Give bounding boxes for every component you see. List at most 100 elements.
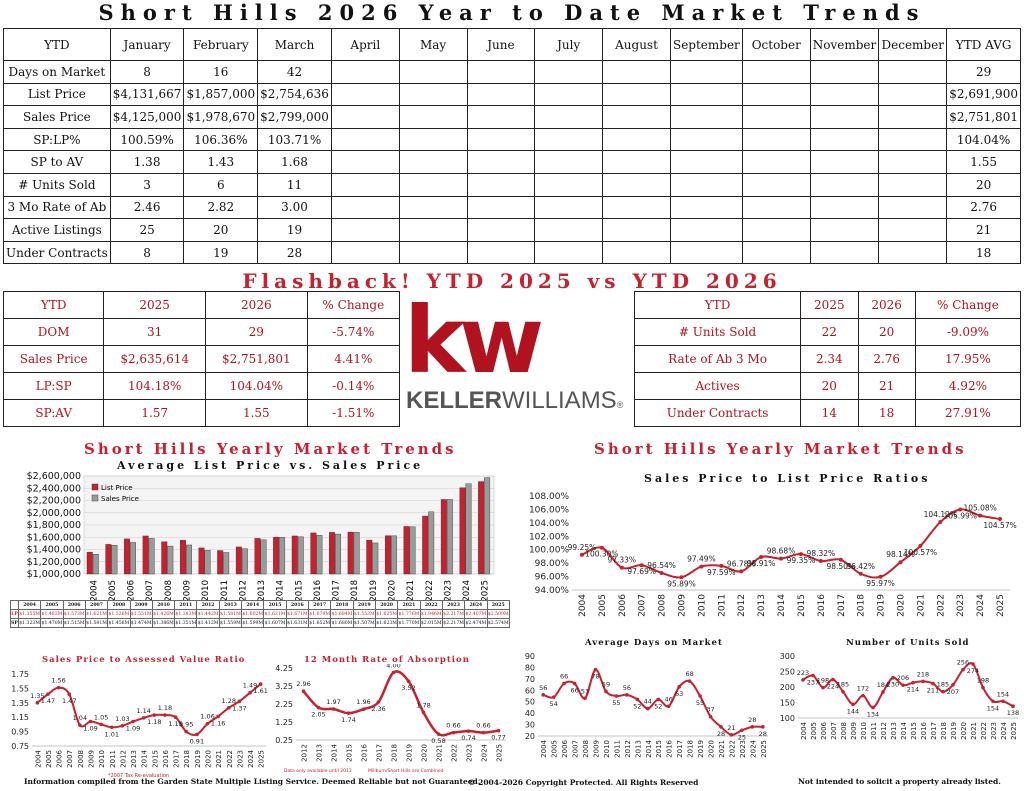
bar-sales-price <box>241 548 248 575</box>
data-point <box>961 667 965 672</box>
data-point <box>237 699 242 704</box>
month-value: 103.71% <box>257 127 332 152</box>
units-chart-title: Number of Units Sold <box>846 638 970 648</box>
header-month: October <box>741 28 811 61</box>
y-tick: 106.00% <box>529 505 569 515</box>
y-tick: 104.00% <box>529 519 569 529</box>
month-value <box>878 82 948 107</box>
data-label: 104.57% <box>983 521 1016 530</box>
days-on-market-chart: 20 30 40 50 60 70 80 90 56 2004 54 2005 66 2006 66 2007… <box>525 652 768 758</box>
y-tick: 1.55 <box>11 684 29 693</box>
y-tick: 3.25 <box>275 682 293 691</box>
lp-table-value: $1.599M <box>241 618 265 628</box>
month-value: $4,131,667 <box>109 82 185 107</box>
lp-table-year: 2013 <box>218 600 243 610</box>
x-tick: 2007 <box>66 750 74 768</box>
y-tick: 98.00% <box>535 559 570 569</box>
x-tick: 2009 <box>678 594 688 617</box>
lp-table-year: 2012 <box>196 600 220 610</box>
lp-table-row: LP $1.355M $1.483M $1.573M $1.621M $1.526M $1.… <box>10 609 511 619</box>
lp-table-value: $1.625M <box>374 609 399 619</box>
bar-list-price <box>105 544 112 575</box>
data-label: 0.95 <box>179 721 193 729</box>
lp-table-value: $1.386M <box>151 618 176 628</box>
data-point <box>698 694 702 698</box>
combined-note: Millburn/Short Hills are Combined <box>368 768 444 774</box>
data-point <box>406 679 411 683</box>
flashback-row: Sales Price $2,635,614 $2,751,801 4.41% <box>2 345 401 373</box>
bar-x-tick: 2007 <box>145 580 155 600</box>
data-point <box>729 733 734 737</box>
ytd-avg-value: 2.76 <box>946 195 1021 220</box>
month-value: 42 <box>257 60 332 84</box>
x-tick: 2020 <box>708 740 716 758</box>
lp-table-value: $1.607M <box>263 618 287 628</box>
data-label: 37 <box>706 706 714 714</box>
month-value <box>809 150 880 174</box>
data-label: 1.74 <box>341 716 355 724</box>
flashback-value: 1.55 <box>205 399 308 427</box>
month-value <box>669 240 743 265</box>
bar-x-tick: 2014 <box>276 580 286 600</box>
flashback-metric: Under Contracts <box>633 399 802 427</box>
data-label: 96.42% <box>846 562 875 571</box>
data-point <box>991 699 995 704</box>
bar-sales-price <box>130 542 136 575</box>
data-point <box>562 681 566 686</box>
month-value <box>330 172 400 197</box>
data-label: 1.18 <box>147 718 161 726</box>
bar-x-tick: 2010 <box>201 580 211 600</box>
bar-sales-price <box>335 533 341 575</box>
month-value <box>602 240 671 265</box>
y-tick: 1.75 <box>11 670 29 679</box>
data-label: 56 <box>539 684 547 692</box>
month-value <box>809 127 880 152</box>
data-point <box>391 670 396 675</box>
month-value <box>398 195 468 220</box>
ytd-table: YTD January February March April May June July A… <box>3 28 1021 265</box>
data-point <box>316 705 321 710</box>
y-tick: 300 <box>780 652 795 661</box>
data-label: 98.14% <box>886 550 915 559</box>
flashback-row: Rate of Ab 3 Mo 2.34 2.76 17.95% <box>633 345 1022 373</box>
lp-table-value: $2.217M <box>441 618 466 628</box>
lp-table-value: $2.217M <box>441 609 466 619</box>
month-value <box>809 172 880 197</box>
data-label: 105.08% <box>963 504 996 513</box>
month-value <box>878 172 948 197</box>
month-value <box>809 195 880 220</box>
x-tick: 2024 <box>749 739 757 757</box>
month-value <box>809 240 880 265</box>
data-point <box>739 569 744 574</box>
data-label: 214 <box>907 686 919 694</box>
month-value <box>741 172 811 197</box>
data-point <box>679 575 684 580</box>
flashback-header-row: YTD 2025 2026% Change <box>2 291 401 319</box>
x-tick: 2014 <box>777 594 787 617</box>
bar-x-tick: 2006 <box>127 580 137 600</box>
x-tick: 2021 <box>970 722 978 740</box>
month-value <box>534 105 604 129</box>
data-label: 274 <box>967 667 979 675</box>
data-point <box>579 552 584 557</box>
data-point <box>361 707 366 712</box>
data-point <box>818 558 823 563</box>
x-tick: 2022 <box>980 722 988 740</box>
bar-sales-price <box>372 542 379 575</box>
data-point <box>593 667 598 672</box>
x-tick: 2019 <box>406 744 414 762</box>
data-label: 66 <box>570 686 578 694</box>
y-tick: 100 <box>780 714 795 723</box>
data-point <box>184 729 189 734</box>
data-label: 104.12% <box>924 510 957 519</box>
header-month: April <box>330 28 400 61</box>
list-sales-price-table: 2004 2005 2006 2007 2008 2009 2010 2011 2012 2013… <box>10 600 511 628</box>
data-label: 21 <box>727 724 735 732</box>
month-value <box>878 60 948 84</box>
month-value: 28 <box>257 240 332 265</box>
y-tick: 20 <box>525 732 535 741</box>
data-label: 1.09 <box>83 725 97 733</box>
data-label: 66 <box>560 672 568 680</box>
left-section-title: Short Hills Yearly Market Trends <box>84 440 457 458</box>
data-point <box>958 507 963 512</box>
